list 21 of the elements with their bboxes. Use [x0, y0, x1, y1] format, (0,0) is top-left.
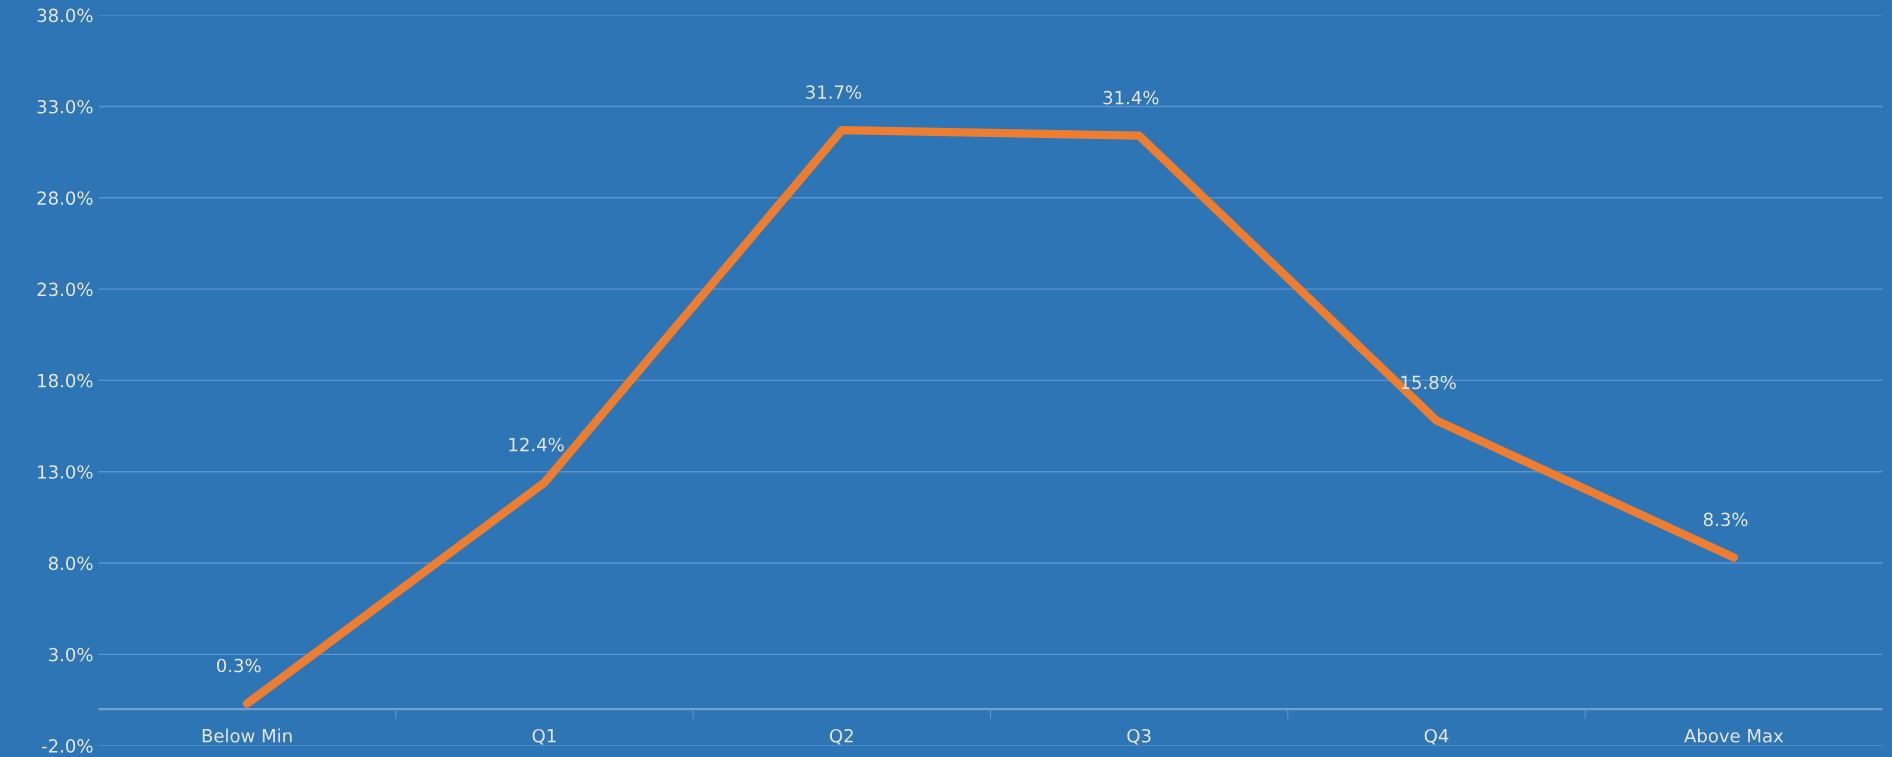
- data-label: 15.8%: [1401, 375, 1456, 390]
- y-tick-label: 23.0%: [37, 282, 93, 297]
- y-tick-label: 28.0%: [37, 191, 93, 205]
- x-tick-label: Q2: [829, 728, 853, 745]
- y-tick-label: 38.0%: [37, 8, 93, 23]
- x-tick-label: Q3: [1127, 728, 1151, 745]
- y-tick-label: 18.0%: [38, 373, 93, 388]
- data-label: 31.4%: [1103, 90, 1159, 105]
- x-tick-label: Q1: [532, 728, 556, 745]
- y-tick-label: 33.0%: [37, 99, 93, 114]
- x-tick-label: Above Max: [1684, 728, 1784, 743]
- y-tick-label: 8.0%: [48, 556, 93, 571]
- x-tick-label: Below Min: [202, 728, 292, 743]
- y-tick-label: 3.0%: [49, 647, 93, 662]
- y-tick-label: 13.0%: [38, 465, 93, 479]
- y-tick-label: -2.0%: [42, 739, 93, 753]
- data-label: 31.7%: [806, 85, 862, 99]
- data-label: 0.3%: [216, 658, 261, 673]
- data-label: 8.3%: [1703, 512, 1748, 527]
- data-label: 12.4%: [509, 437, 564, 452]
- x-tick-label: Q4: [1424, 728, 1449, 745]
